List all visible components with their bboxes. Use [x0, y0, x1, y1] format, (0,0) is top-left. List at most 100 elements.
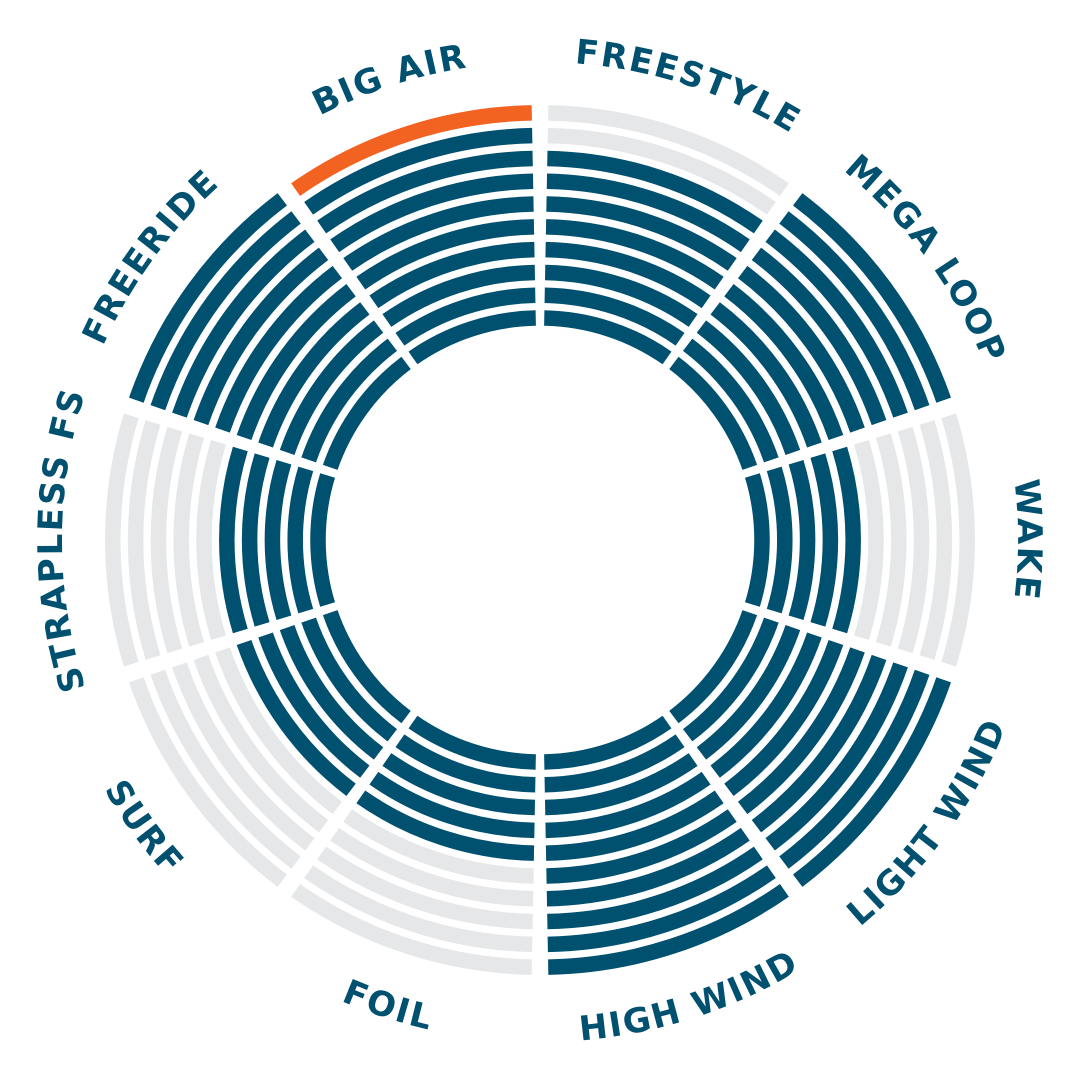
rating-segments [105, 105, 975, 975]
light-wind-ring-6 [738, 647, 865, 815]
big-air-ring-9 [304, 127, 533, 215]
label-big-air: BIG AIR [306, 37, 470, 124]
strapless-fs-ring-2 [287, 466, 314, 614]
wake-ring-7 [875, 433, 907, 647]
light-wind-ring-4 [710, 632, 822, 778]
mega-loop-ring-2 [682, 338, 779, 463]
freeride-ring-7 [193, 247, 329, 426]
wake-ring-9 [919, 420, 953, 660]
mega-loop-ring-7 [751, 247, 887, 426]
freestyle-ring-5 [545, 219, 724, 290]
big-air-ring-10 [291, 105, 532, 196]
freestyle-ring-4 [545, 241, 711, 309]
label-foil: FOIL [337, 972, 438, 1039]
foil-ring-6 [343, 809, 534, 884]
freeride-ring-4 [258, 302, 370, 448]
mega-loop-ring-3 [696, 320, 801, 456]
big-air-ring-7 [330, 173, 534, 253]
freestyle-ring-6 [546, 196, 737, 271]
foil-ring-10 [291, 884, 532, 975]
surf-ring-6 [215, 647, 342, 815]
strapless-fs-ring-7 [173, 433, 205, 647]
light-wind-ring-9 [779, 669, 930, 869]
strapless-fs-ring-5 [219, 446, 248, 634]
light-wind-ring-3 [696, 624, 801, 760]
wake-ring-8 [897, 426, 930, 654]
freestyle-ring-1 [544, 310, 672, 365]
freeride-ring-2 [301, 338, 398, 463]
surf-ring-1 [322, 610, 411, 724]
high-wind-ring-1 [544, 715, 672, 770]
wake-ring-6 [854, 440, 884, 640]
mega-loop-ring-10 [793, 193, 952, 403]
mega-loop-ring-1 [669, 356, 758, 470]
light-wind-ring-5 [724, 639, 844, 796]
freestyle-ring-9 [547, 127, 776, 215]
big-air-ring-3 [382, 264, 536, 327]
freestyle-ring-7 [546, 173, 750, 253]
label-strapless-fs: STRAPLESS FS [31, 383, 94, 697]
big-air-ring-1 [408, 310, 536, 365]
high-wind-ring-2 [544, 734, 685, 793]
big-air-ring-4 [369, 241, 535, 309]
light-wind-ring-10 [793, 677, 952, 887]
light-wind-ring-8 [765, 662, 908, 851]
high-wind-ring-4 [545, 771, 711, 839]
surf-ring-3 [279, 624, 384, 760]
light-wind-ring-2 [682, 617, 779, 742]
strapless-fs-ring-8 [150, 426, 183, 654]
freestyle-ring-2 [544, 287, 685, 346]
strapless-fs-ring-4 [241, 453, 270, 627]
mega-loop-ring-5 [724, 284, 844, 441]
strapless-fs-ring-1 [310, 473, 336, 607]
freestyle-ring-8 [547, 150, 763, 234]
foil-ring-1 [408, 715, 536, 770]
strapless-fs-ring-3 [264, 459, 292, 621]
surf-ring-4 [258, 632, 370, 778]
strapless-fs-ring-6 [196, 440, 226, 640]
surf-ring-8 [172, 662, 315, 851]
high-wind-ring-10 [548, 884, 789, 975]
high-wind-ring-9 [547, 865, 776, 953]
surf-ring-5 [236, 639, 356, 796]
label-wake: WAKE [1005, 477, 1049, 602]
foil-ring-4 [369, 771, 535, 839]
freeride-ring-5 [236, 284, 356, 441]
freeride-ring-6 [215, 265, 342, 433]
wake-ring-2 [766, 466, 793, 614]
wake-ring-10 [941, 413, 975, 667]
surf-ring-2 [301, 617, 398, 742]
high-wind-ring-7 [546, 827, 750, 907]
light-wind-ring-1 [669, 610, 758, 724]
foil-ring-5 [356, 790, 535, 861]
wake-ring-4 [810, 453, 839, 627]
big-air-ring-6 [343, 196, 534, 271]
big-air-ring-8 [317, 150, 533, 234]
label-surf: SURF [96, 773, 191, 883]
high-wind-ring-6 [546, 809, 737, 884]
mega-loop-ring-8 [765, 229, 908, 418]
high-wind-ring-8 [547, 846, 763, 930]
mega-loop-ring-9 [779, 211, 930, 411]
wake-ring-1 [744, 473, 770, 607]
high-wind-ring-3 [544, 753, 698, 816]
freeride-ring-9 [150, 211, 301, 411]
foil-ring-2 [395, 734, 536, 793]
wake-ring-5 [832, 446, 861, 634]
strapless-fs-ring-10 [105, 413, 139, 667]
high-wind-ring-5 [545, 790, 724, 861]
mega-loop-ring-6 [738, 265, 865, 433]
freeride-ring-10 [128, 193, 287, 403]
freeride-ring-3 [279, 320, 384, 456]
big-air-ring-5 [356, 219, 535, 290]
freestyle-ring-10 [548, 105, 789, 196]
foil-ring-3 [382, 753, 536, 816]
surf-ring-9 [150, 669, 301, 869]
mega-loop-ring-4 [710, 302, 822, 448]
big-air-ring-2 [395, 287, 536, 346]
light-wind-ring-7 [751, 654, 887, 833]
foil-ring-8 [317, 846, 533, 930]
foil-ring-7 [330, 827, 534, 907]
strapless-fs-ring-9 [127, 420, 161, 660]
